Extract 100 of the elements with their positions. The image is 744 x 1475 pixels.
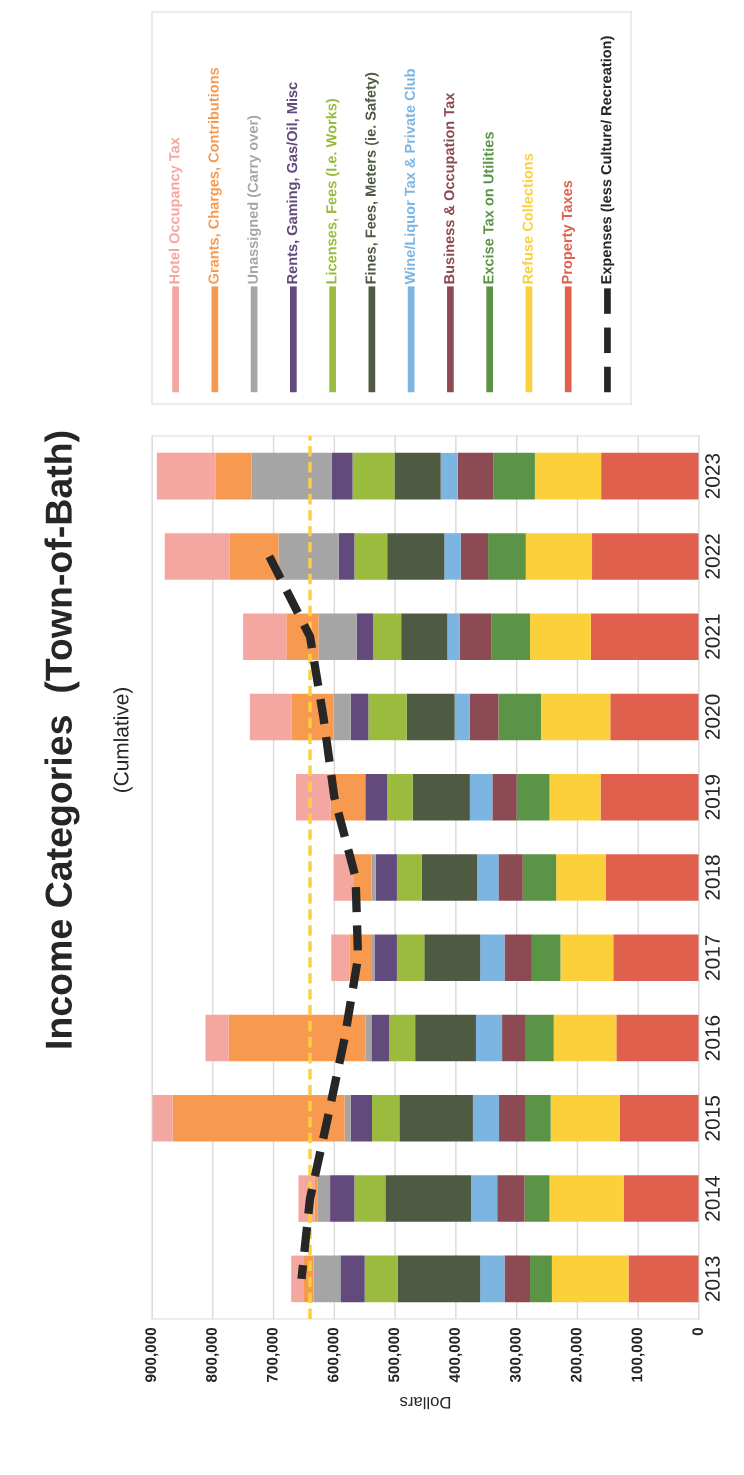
bar — [340, 1255, 365, 1303]
bar — [396, 934, 425, 982]
y-tick-label: 2019 — [705, 775, 720, 820]
bar — [365, 1014, 372, 1062]
x-tick-label: 600,000 — [327, 1327, 341, 1382]
bar — [344, 1095, 351, 1142]
y-tick-label: 2020 — [705, 694, 720, 740]
bar — [152, 1095, 173, 1142]
bar — [498, 693, 541, 741]
text: Hotel Occupancy Tax — [168, 137, 183, 284]
bar — [387, 773, 413, 821]
bar — [551, 1255, 629, 1303]
x-tick-label: 100,000 — [631, 1327, 645, 1382]
bar — [497, 1175, 525, 1222]
x-tick-label: 900,000 — [145, 1327, 159, 1383]
bar — [156, 452, 216, 500]
text: Refuse Collections — [522, 153, 533, 284]
bar — [469, 773, 493, 821]
text: Income Categories (Town-of-Bath) — [44, 431, 80, 1048]
bar — [491, 613, 531, 660]
bar — [469, 693, 499, 741]
bar — [628, 1255, 699, 1303]
bar — [352, 452, 395, 500]
bar — [480, 1255, 505, 1303]
bar — [610, 693, 699, 741]
bar — [440, 452, 458, 500]
bar — [522, 854, 557, 901]
bar — [385, 1175, 472, 1222]
x-tick-label: 400,000 — [449, 1327, 463, 1383]
bar — [619, 1095, 699, 1142]
bar — [314, 1175, 318, 1222]
text: Grants, Charges, Contributions — [207, 67, 222, 284]
x-tick-label: 500,000 — [388, 1327, 402, 1383]
bar — [592, 533, 699, 580]
bar — [372, 1095, 400, 1142]
bar — [516, 773, 550, 821]
x-tick-label: 200,000 — [570, 1327, 584, 1383]
bar — [229, 533, 279, 580]
bar — [504, 1255, 531, 1303]
bar — [549, 773, 601, 821]
bar — [365, 773, 388, 821]
bar — [530, 613, 591, 660]
bar — [616, 1014, 699, 1062]
bar — [472, 1095, 500, 1142]
y-tick-label: 2015 — [705, 1096, 720, 1141]
bar — [459, 613, 492, 660]
bar — [525, 533, 593, 580]
bar — [600, 773, 699, 821]
bar — [371, 854, 376, 901]
y-tick-label: 2013 — [705, 1256, 720, 1301]
text: Business & Occupation Tax — [443, 92, 458, 284]
text: Rents, Gaming, Gas/Oil, Misc — [286, 82, 301, 284]
y-tick-label: 2018 — [705, 855, 720, 900]
bar — [606, 854, 699, 901]
bar — [394, 452, 441, 500]
bar — [415, 1014, 476, 1062]
bar — [444, 533, 461, 580]
x-tick-label: 700,000 — [266, 1327, 280, 1382]
bar — [318, 613, 357, 660]
bar — [504, 934, 532, 982]
bar — [560, 934, 614, 982]
bar — [399, 1095, 473, 1142]
bar — [525, 1095, 551, 1142]
bar — [590, 613, 699, 660]
bar — [471, 1175, 498, 1222]
bar — [243, 613, 287, 660]
x-axis-title: Dollars — [400, 1396, 451, 1410]
bar — [601, 452, 699, 500]
y-tick-label: 2017 — [705, 935, 720, 980]
y-tick-label: 2014 — [705, 1176, 720, 1221]
bar — [412, 773, 470, 821]
y-tick-label: 2021 — [705, 614, 720, 659]
bar — [313, 1255, 341, 1303]
x-tick-label: 0 — [692, 1327, 704, 1336]
bar — [333, 693, 351, 741]
bar — [454, 693, 470, 741]
bar — [534, 452, 602, 500]
bar — [375, 854, 397, 901]
bar — [228, 1014, 366, 1062]
y-tick-label: 2022 — [705, 534, 720, 579]
y-tick-label: 2016 — [705, 1015, 720, 1061]
bar — [488, 533, 526, 580]
bar — [354, 1175, 386, 1222]
bar — [550, 1095, 620, 1142]
bar — [460, 533, 489, 580]
text: Unassigned (Carry over) — [247, 115, 261, 284]
bar — [368, 693, 407, 741]
bar — [317, 1175, 331, 1222]
bar — [493, 452, 535, 500]
bar — [457, 452, 494, 500]
bar — [530, 1255, 552, 1303]
bar — [373, 613, 402, 660]
bar — [406, 693, 455, 741]
text: (Cumlative) — [113, 688, 133, 792]
bar — [475, 1014, 503, 1062]
bar — [364, 1255, 398, 1303]
text: Wine/Liquor Tax & Private Club — [404, 69, 418, 285]
text: Licenses, Fees (I.e. Works) — [325, 99, 340, 284]
bar — [215, 452, 252, 500]
bar — [401, 613, 448, 660]
